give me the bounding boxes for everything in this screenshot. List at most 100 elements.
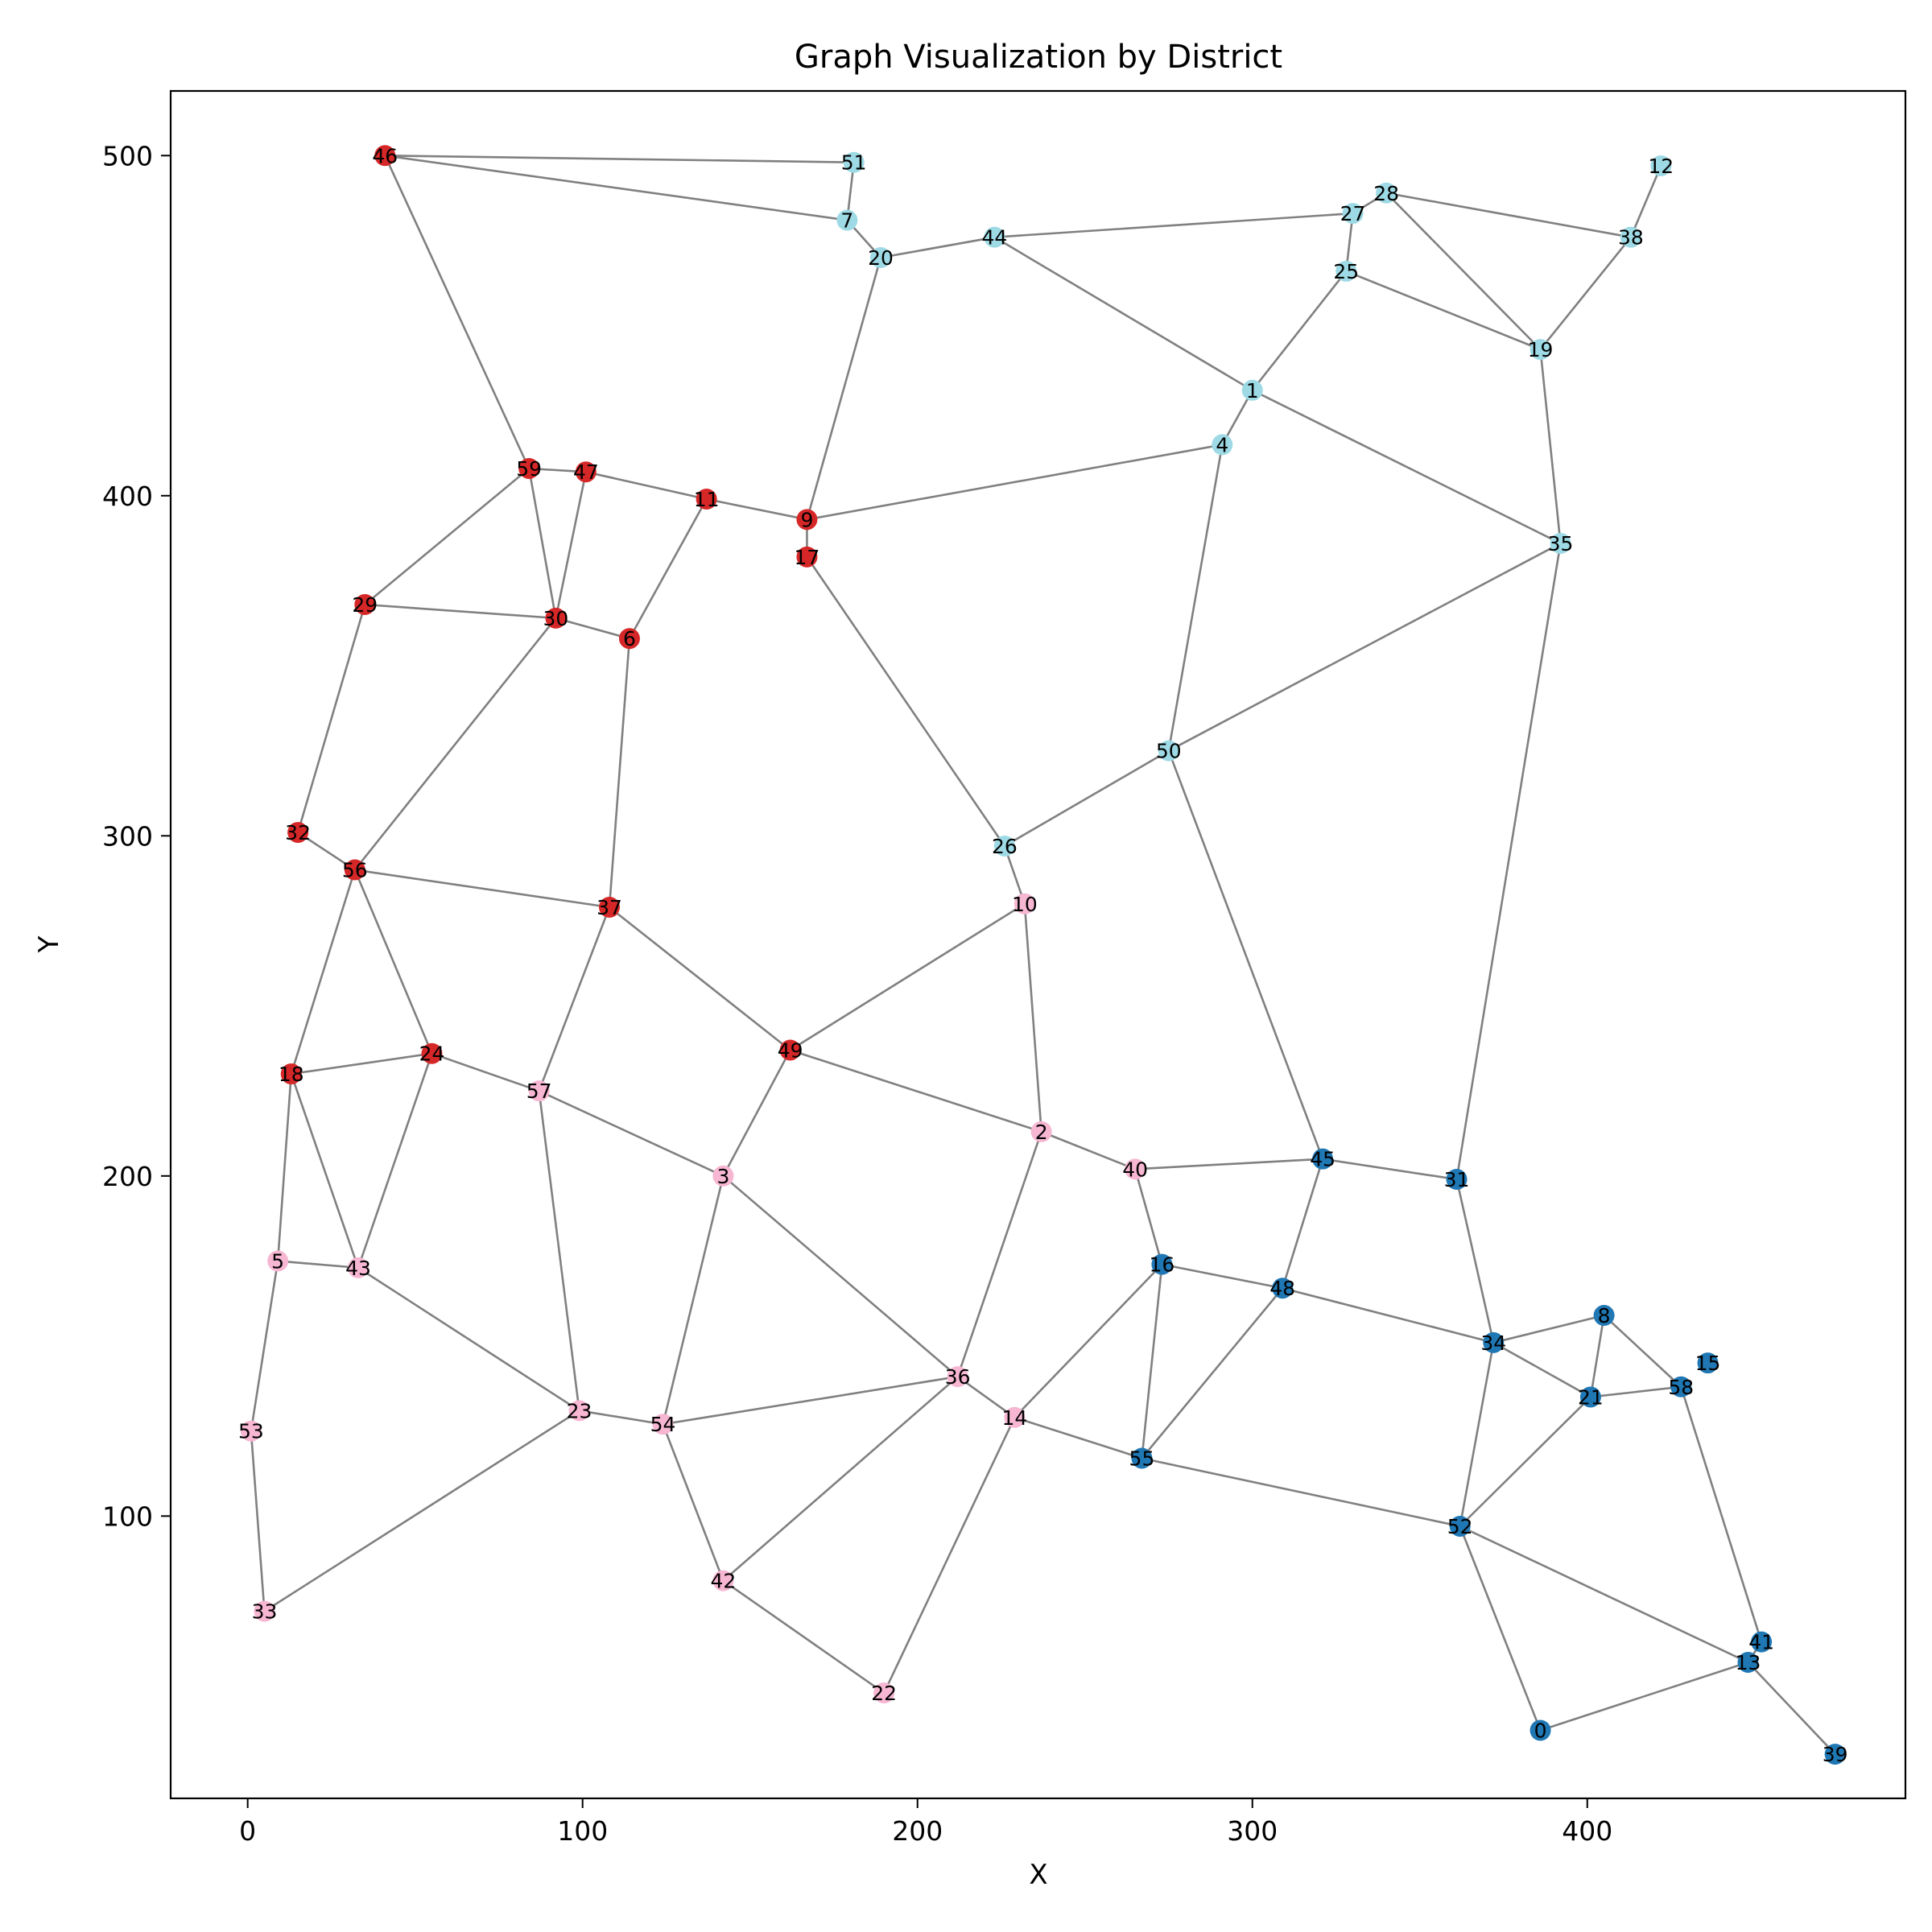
- node-label-58: 58: [1668, 1376, 1694, 1399]
- node-41: [1751, 1631, 1773, 1653]
- edge-52-0: [1459, 1525, 1542, 1731]
- edge-36-14: [956, 1376, 1016, 1418]
- node-13: [1737, 1651, 1759, 1673]
- node-40: [1125, 1158, 1146, 1180]
- node-label-12: 12: [1648, 155, 1674, 178]
- edge-11-9: [706, 497, 807, 521]
- edge-57-3: [539, 1089, 724, 1177]
- edge-11-6: [628, 498, 708, 639]
- node-label-18: 18: [279, 1063, 304, 1086]
- node-36: [947, 1366, 968, 1388]
- node-label-20: 20: [868, 246, 894, 270]
- node-45: [1312, 1148, 1334, 1170]
- node-label-31: 31: [1444, 1168, 1470, 1191]
- edge-47-30: [555, 471, 588, 619]
- edge-21-58: [1590, 1385, 1682, 1398]
- edge-37-57: [538, 906, 611, 1092]
- edge-50-45: [1167, 750, 1324, 1160]
- node-label-35: 35: [1548, 532, 1574, 555]
- edge-54-36: [663, 1375, 958, 1426]
- edge-24-57: [431, 1052, 540, 1092]
- node-label-45: 45: [1310, 1148, 1335, 1171]
- edge-14-55: [1013, 1416, 1142, 1459]
- edge-3-54: [662, 1175, 724, 1425]
- node-11: [696, 489, 717, 510]
- edge-49-2: [790, 1049, 1042, 1133]
- edge-18-43: [290, 1073, 360, 1269]
- node-49: [779, 1039, 801, 1061]
- node-label-26: 26: [992, 835, 1018, 858]
- edges-layer: [250, 154, 1836, 1755]
- edge-45-48: [1281, 1158, 1324, 1289]
- node-54: [652, 1414, 674, 1435]
- node-label-7: 7: [840, 209, 853, 233]
- node-label-30: 30: [543, 607, 569, 630]
- edge-59-29: [364, 467, 530, 605]
- edge-25-19: [1345, 270, 1542, 351]
- node-32: [287, 822, 309, 844]
- edge-34-21: [1492, 1341, 1591, 1398]
- node-label-14: 14: [1001, 1406, 1027, 1430]
- node-label-57: 57: [526, 1080, 552, 1103]
- node-46: [374, 145, 396, 167]
- edge-58-41: [1680, 1386, 1763, 1643]
- edge-4-50: [1167, 444, 1224, 751]
- edge-57-23: [538, 1091, 580, 1411]
- edge-10-49: [789, 902, 1026, 1051]
- node-59: [518, 457, 540, 479]
- node-4: [1212, 434, 1233, 456]
- node-48: [1272, 1278, 1294, 1299]
- node-label-15: 15: [1695, 1352, 1721, 1375]
- edge-30-56: [353, 617, 557, 871]
- node-label-55: 55: [1129, 1447, 1155, 1470]
- node-1: [1241, 379, 1263, 401]
- edge-1-35: [1252, 389, 1562, 545]
- edge-29-30: [365, 603, 556, 620]
- edge-56-24: [353, 869, 433, 1055]
- node-55: [1131, 1447, 1153, 1469]
- y-tick-label-100: 100: [102, 1501, 153, 1532]
- x-tick-label-200: 200: [892, 1815, 943, 1847]
- node-label-41: 41: [1748, 1631, 1774, 1654]
- node-label-28: 28: [1373, 182, 1399, 205]
- node-0: [1530, 1719, 1551, 1741]
- edge-16-48: [1162, 1263, 1283, 1290]
- edge-52-13: [1459, 1525, 1749, 1664]
- edge-44-1: [993, 236, 1253, 391]
- node-label-33: 33: [252, 1600, 278, 1624]
- edge-28-38: [1385, 192, 1632, 238]
- node-label-10: 10: [1012, 893, 1038, 916]
- node-9: [796, 509, 818, 530]
- edge-5-53: [250, 1261, 279, 1431]
- node-34: [1483, 1331, 1505, 1353]
- edge-18-24: [291, 1052, 432, 1075]
- node-26: [993, 835, 1015, 857]
- node-29: [354, 593, 376, 615]
- edge-13-39: [1747, 1662, 1836, 1755]
- node-label-53: 53: [238, 1420, 264, 1443]
- node-22: [873, 1682, 895, 1704]
- x-tick-label-100: 100: [557, 1815, 608, 1847]
- node-label-8: 8: [1598, 1304, 1611, 1327]
- node-label-49: 49: [778, 1038, 803, 1062]
- node-5: [267, 1250, 289, 1272]
- node-51: [843, 151, 865, 173]
- x-axis-ticks: 0 100 200 300 400: [239, 1798, 1612, 1847]
- node-label-16: 16: [1150, 1253, 1175, 1277]
- node-label-13: 13: [1736, 1651, 1761, 1674]
- edge-50-26: [1004, 749, 1170, 848]
- node-label-46: 46: [372, 144, 398, 167]
- edge-56-37: [354, 869, 610, 909]
- edge-12-38: [1629, 165, 1662, 238]
- edge-20-44: [880, 236, 995, 259]
- edge-2-36: [956, 1131, 1042, 1377]
- x-tick-label-400: 400: [1562, 1815, 1612, 1847]
- node-35: [1550, 532, 1571, 554]
- edge-46-7: [385, 154, 848, 221]
- edge-5-43: [278, 1260, 359, 1269]
- y-tick-label-200: 200: [102, 1161, 153, 1192]
- node-label-34: 34: [1480, 1331, 1506, 1355]
- node-47: [575, 461, 597, 483]
- edge-23-54: [579, 1410, 663, 1426]
- node-label-32: 32: [285, 821, 311, 844]
